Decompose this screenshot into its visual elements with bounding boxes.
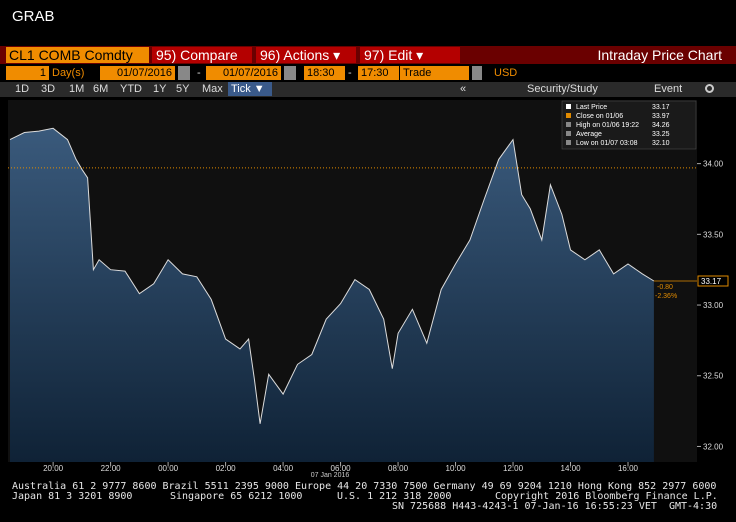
- change-pct-label: -2.36%: [655, 293, 677, 300]
- x-tick-label: 20:00: [43, 464, 64, 473]
- settings-icon[interactable]: [705, 84, 714, 93]
- range-tab[interactable]: 1D: [15, 83, 30, 95]
- range-tab[interactable]: Tick ▼: [228, 82, 272, 96]
- legend-swatch: [566, 113, 571, 118]
- range-tab[interactable]: YTD: [120, 83, 142, 95]
- start-time[interactable]: 18:30: [304, 66, 345, 80]
- legend-swatch: [566, 140, 571, 145]
- footer-text: SN 725688 H443-4243-1 07-Jan-16 16:55:23…: [392, 501, 718, 512]
- footer-text: Singapore 65 6212 1000: [170, 491, 303, 502]
- footer-text: U.S. 1 212 318 2000: [337, 491, 452, 502]
- legend-label: Low on 01/07 03:08: [576, 140, 638, 147]
- edit-button[interactable]: 97) Edit ▾: [360, 47, 460, 63]
- legend-swatch: [566, 104, 571, 109]
- field-select[interactable]: Trade: [400, 66, 469, 80]
- price-area: [10, 128, 654, 463]
- collapse-button[interactable]: «: [460, 83, 467, 95]
- x-tick-label: 10:00: [446, 464, 467, 473]
- window-title: GRAB: [12, 8, 55, 25]
- actions-button[interactable]: 96) Actions ▾: [256, 47, 356, 63]
- y-tick-label: 32.00: [703, 442, 724, 451]
- last-price-label: 33.17: [701, 277, 722, 286]
- y-tick-label: 33.50: [703, 230, 724, 239]
- legend-label: Last Price: [576, 104, 607, 111]
- range-tab[interactable]: 3D: [41, 83, 56, 95]
- legend-value: 34.26: [652, 122, 670, 129]
- x-tick-label: 00:00: [158, 464, 179, 473]
- x-tick-label: 02:00: [216, 464, 237, 473]
- period-input[interactable]: 1: [6, 66, 49, 80]
- chart-name: Intraday Price Chart: [597, 47, 723, 63]
- legend-label: High on 01/06 19:22: [576, 122, 639, 129]
- last-price-box: [697, 275, 729, 287]
- legend-swatch: [566, 131, 571, 136]
- security-study-button[interactable]: Security/Study: [527, 83, 598, 95]
- currency: USD: [494, 67, 518, 79]
- start-date[interactable]: 01/07/2016: [100, 66, 175, 80]
- y-tick-label: 34.00: [703, 160, 724, 169]
- legend-value: 33.17: [652, 104, 670, 111]
- date-label: 07 Jan 2016: [311, 472, 350, 479]
- range-tab[interactable]: 1M: [69, 83, 85, 95]
- range-tab[interactable]: 6M: [93, 83, 109, 95]
- period-unit: Day(s): [52, 67, 85, 79]
- y-tick-label: 32.50: [703, 372, 724, 381]
- legend-box: [561, 100, 697, 150]
- legend-value: 33.25: [652, 131, 670, 138]
- date-separator: -: [197, 67, 201, 79]
- y-tick-label: 33.00: [703, 301, 724, 310]
- x-tick-label: 22:00: [101, 464, 122, 473]
- ticker-input[interactable]: CL1 COMB Comdty: [6, 47, 149, 63]
- range-tab[interactable]: 1Y: [153, 83, 167, 95]
- time-separator: -: [348, 67, 352, 79]
- calendar-icon[interactable]: [178, 66, 190, 80]
- x-tick-label: 14:00: [561, 464, 582, 473]
- footer-text: Copyright 2016 Bloomberg Finance L.P.: [495, 491, 718, 502]
- footer-text: Australia 61 2 9777 8600 Brazil 5511 239…: [12, 481, 717, 492]
- legend-label: Close on 01/06: [576, 113, 623, 120]
- legend-label: Average: [576, 131, 602, 138]
- end-date[interactable]: 01/07/2016: [206, 66, 281, 80]
- footer-text: Japan 81 3 3201 8900: [12, 491, 133, 502]
- legend-value: 33.97: [652, 113, 670, 120]
- legend-swatch: [566, 122, 571, 127]
- event-button[interactable]: Event: [654, 83, 683, 95]
- price-line: [9, 127, 655, 424]
- compare-button[interactable]: 95) Compare: [152, 47, 252, 63]
- tab-bar: [0, 82, 736, 97]
- range-tab[interactable]: 5Y: [176, 83, 190, 95]
- x-tick-label: 12:00: [503, 464, 524, 473]
- change-label: -0.80: [657, 284, 673, 291]
- calendar-icon[interactable]: [284, 66, 296, 80]
- x-tick-label: 04:00: [273, 464, 294, 473]
- x-tick-label: 06:00: [331, 464, 352, 473]
- x-tick-label: 08:00: [388, 464, 409, 473]
- legend-value: 32.10: [652, 140, 670, 147]
- dropdown-arrow[interactable]: [472, 66, 482, 80]
- range-tab[interactable]: Max: [202, 83, 223, 95]
- end-time[interactable]: 17:30: [358, 66, 399, 80]
- x-tick-label: 16:00: [618, 464, 639, 473]
